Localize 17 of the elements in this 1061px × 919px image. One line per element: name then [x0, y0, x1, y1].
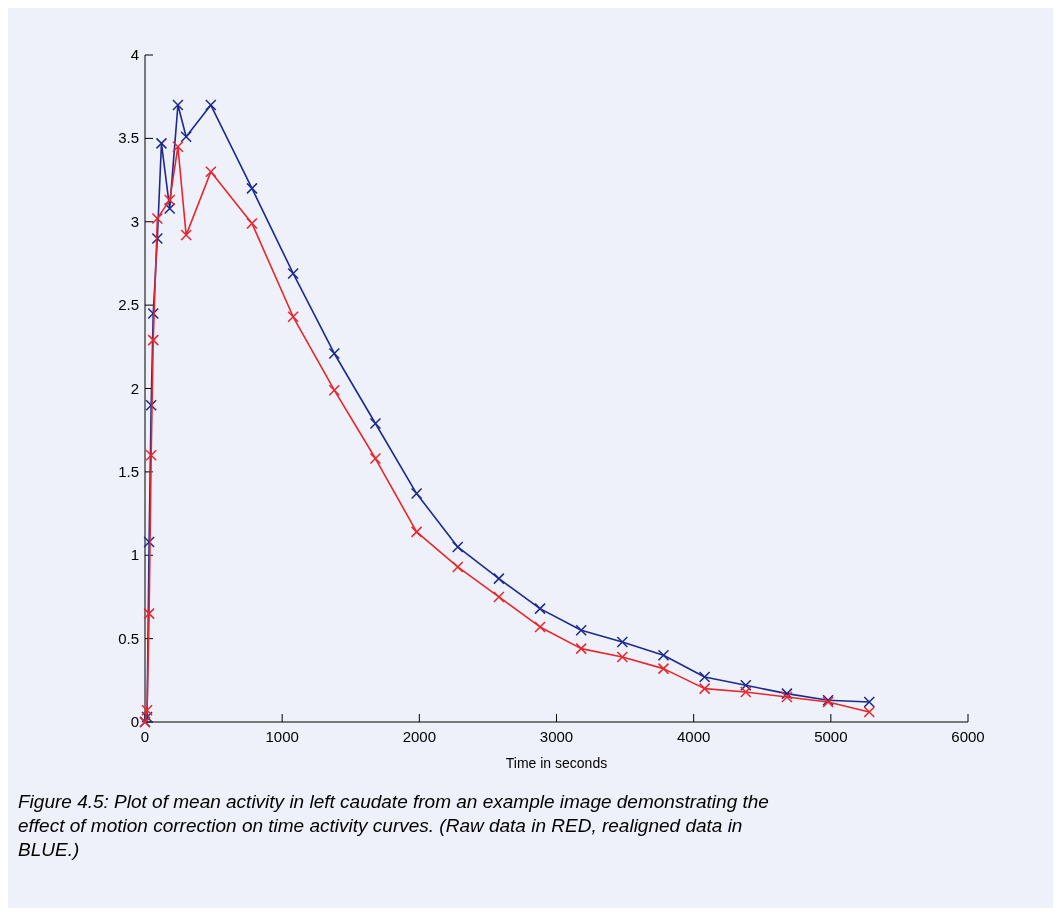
x-tick-label: 6000: [951, 728, 985, 745]
y-tick-label: 0: [130, 713, 139, 730]
y-tick-label: 4: [130, 46, 139, 63]
y-tick-label: 3.5: [118, 129, 139, 147]
y-tick-label: 1.5: [118, 462, 139, 480]
y-tick-label: 2: [130, 379, 139, 397]
y-tick-label: 2.5: [118, 296, 139, 314]
x-tick-label: 1000: [265, 728, 299, 745]
x-axis-title: Time in seconds: [505, 755, 608, 771]
x-tick-label: 4000: [676, 728, 711, 745]
caption: Figure 4.5: Plot of mean activity in left caudate from an example image demonstrating the effect of motion correction on time activity curves. (Raw data in RED, realigned data in BLUE.): [18, 791, 769, 860]
y-tick-label: 1: [130, 546, 139, 564]
x-tick-label: 5000: [814, 728, 848, 745]
y-tick-label: 0.5: [118, 629, 139, 647]
y-tick-label: 3: [130, 212, 139, 230]
x-tick-label: 2000: [402, 728, 437, 745]
x-tick-label: 3000: [539, 728, 574, 745]
